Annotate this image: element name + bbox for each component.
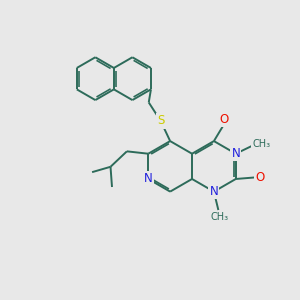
Text: S: S: [157, 114, 164, 128]
Text: CH₃: CH₃: [252, 139, 270, 149]
Text: N: N: [231, 147, 240, 160]
Text: O: O: [255, 171, 264, 184]
Text: O: O: [220, 113, 229, 126]
Text: N: N: [144, 172, 153, 185]
Text: N: N: [209, 185, 218, 198]
Text: CH₃: CH₃: [211, 212, 229, 222]
